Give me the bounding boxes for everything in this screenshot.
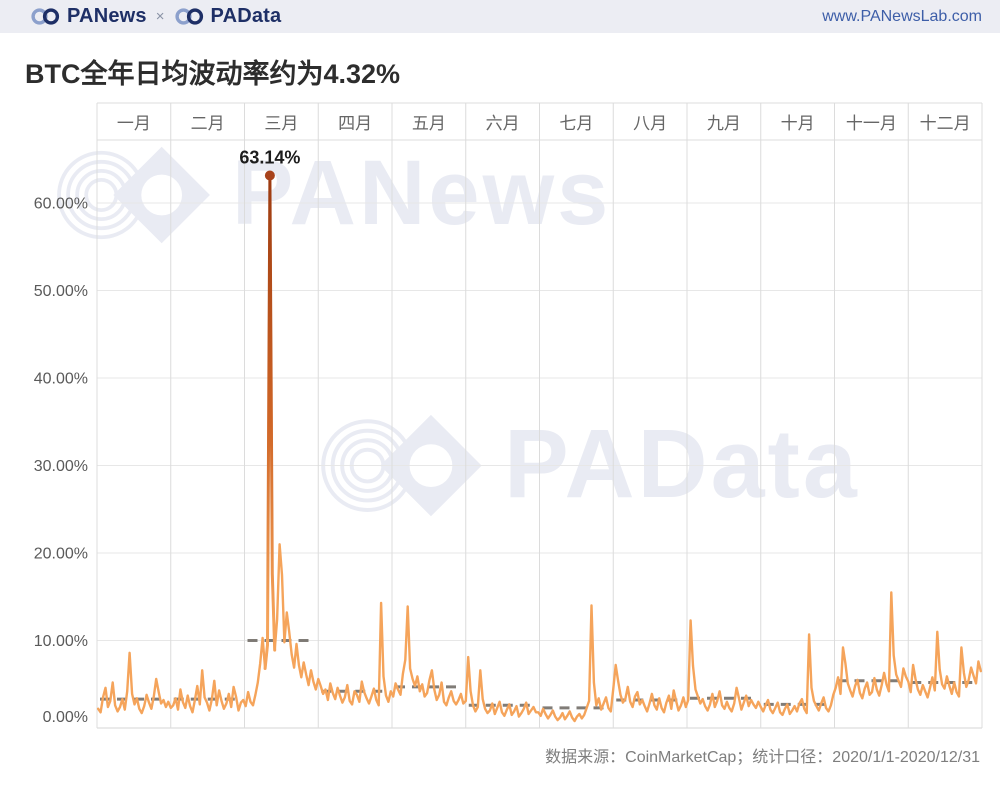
month-label: 三月	[264, 114, 298, 133]
brand-logos: PANews × PAData	[30, 5, 281, 28]
panews-logo-icon	[31, 8, 60, 25]
month-label: 四月	[338, 114, 372, 133]
panews-watermark-icon	[57, 146, 210, 244]
panews-watermark: PANews	[56, 136, 611, 251]
month-label: 十一月	[846, 114, 897, 133]
y-axis-label: 10.00%	[34, 633, 88, 650]
y-axis-label: 40.00%	[34, 371, 88, 388]
month-label: 九月	[707, 114, 741, 133]
padata-logo-icon	[174, 8, 203, 25]
panews-logo-text: PANews	[67, 5, 147, 27]
padata-watermark-text: PAData	[504, 409, 860, 518]
month-label: 七月	[559, 114, 593, 133]
month-label: 六月	[486, 114, 520, 133]
panews-watermark-text: PANews	[232, 142, 612, 244]
top-header-bar: PANews × PAData www.PANewsLab.com	[0, 0, 1000, 33]
panews-logo: PANews	[30, 5, 147, 28]
y-axis-label: 50.00%	[34, 283, 88, 300]
month-label: 八月	[633, 114, 667, 133]
padata-watermark-icon	[321, 414, 482, 517]
month-label: 一月	[117, 114, 151, 133]
padata-logo-text: PAData	[210, 5, 282, 27]
padata-logo: PAData	[174, 5, 282, 28]
data-source-note: 数据来源：CoinMarketCap；统计口径：2020/1/1-2020/12…	[545, 749, 980, 766]
month-label: 十月	[781, 114, 815, 133]
month-label: 十二月	[920, 114, 971, 133]
padata-watermark: PAData	[320, 404, 860, 524]
y-axis-label: 0.00%	[43, 709, 88, 726]
site-link[interactable]: www.PANewsLab.com	[822, 7, 982, 25]
y-axis-label: 30.00%	[34, 458, 88, 475]
brand-separator: ×	[155, 8, 165, 25]
y-axis-label: 20.00%	[34, 546, 88, 563]
page-title: BTC全年日均波动率约为4.32%	[25, 59, 401, 89]
month-label: 五月	[412, 114, 446, 133]
month-label: 二月	[191, 114, 225, 133]
